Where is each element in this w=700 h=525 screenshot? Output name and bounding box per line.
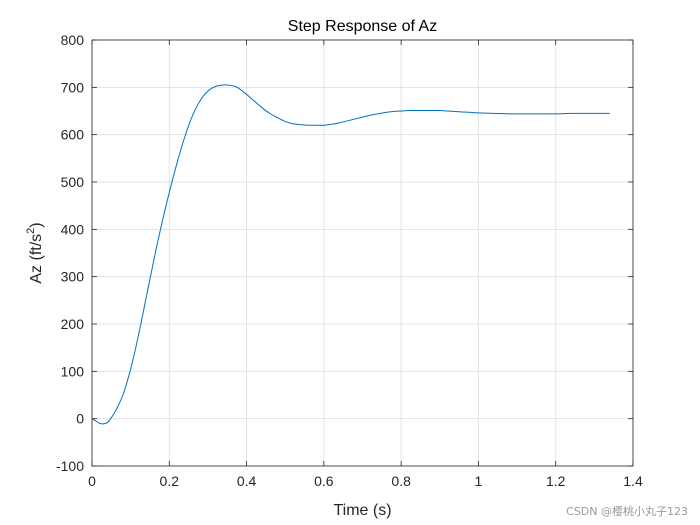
x-tick-label: 1	[475, 473, 483, 489]
ticks: 0 0.2 0.4 0.6 0.8 1 1.2 1.4-1000100200300400500…	[56, 32, 643, 489]
x-tick-label: 1.2	[546, 473, 566, 489]
x-axis-title: Time (s)	[333, 502, 391, 519]
y-tick-label: 0	[76, 411, 84, 427]
y-tick-label: 600	[61, 127, 85, 143]
y-tick-label: 700	[61, 79, 85, 95]
plot-frame	[91, 39, 634, 467]
y-tick-label: -100	[56, 458, 84, 474]
x-tick-label: 0.4	[237, 473, 257, 489]
x-tick-label: 0.6	[314, 473, 334, 489]
x-tick-label: 1.4	[623, 473, 643, 489]
x-tick-label: 0.2	[160, 473, 180, 489]
y-tick-label: 800	[61, 32, 85, 48]
plot-background	[92, 40, 633, 466]
watermark: CSDN @樱桃小丸子123	[566, 505, 688, 518]
y-tick-label: 300	[61, 269, 85, 285]
series-layer	[91, 84, 610, 425]
y-tick-label: 200	[61, 316, 85, 332]
y-axis-title-close: )	[28, 222, 45, 227]
y-tick-label: 400	[61, 221, 85, 237]
y-axis-title: Az (ft/s2)	[25, 222, 45, 283]
y-tick-label: 100	[61, 363, 85, 379]
x-tick-label: 0	[88, 473, 96, 489]
y-tick-label: 500	[61, 174, 85, 190]
x-tick-label: 0.8	[391, 473, 411, 489]
chart-title: Step Response of Az	[288, 18, 437, 35]
y-axis-title-main: Az (ft/s	[28, 234, 45, 284]
y-axis-title-superscript: 2	[25, 228, 37, 234]
series-line	[91, 84, 610, 425]
